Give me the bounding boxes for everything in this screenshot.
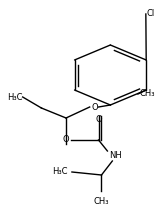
Text: H₃C: H₃C: [7, 93, 22, 101]
Text: CH₃: CH₃: [94, 197, 109, 206]
Text: O: O: [63, 136, 69, 145]
Text: H₃C: H₃C: [52, 167, 68, 176]
Text: NH: NH: [109, 151, 122, 161]
Text: O: O: [95, 116, 102, 124]
Text: Cl: Cl: [147, 10, 155, 19]
Text: O: O: [91, 103, 98, 112]
Text: CH₃: CH₃: [140, 89, 156, 99]
